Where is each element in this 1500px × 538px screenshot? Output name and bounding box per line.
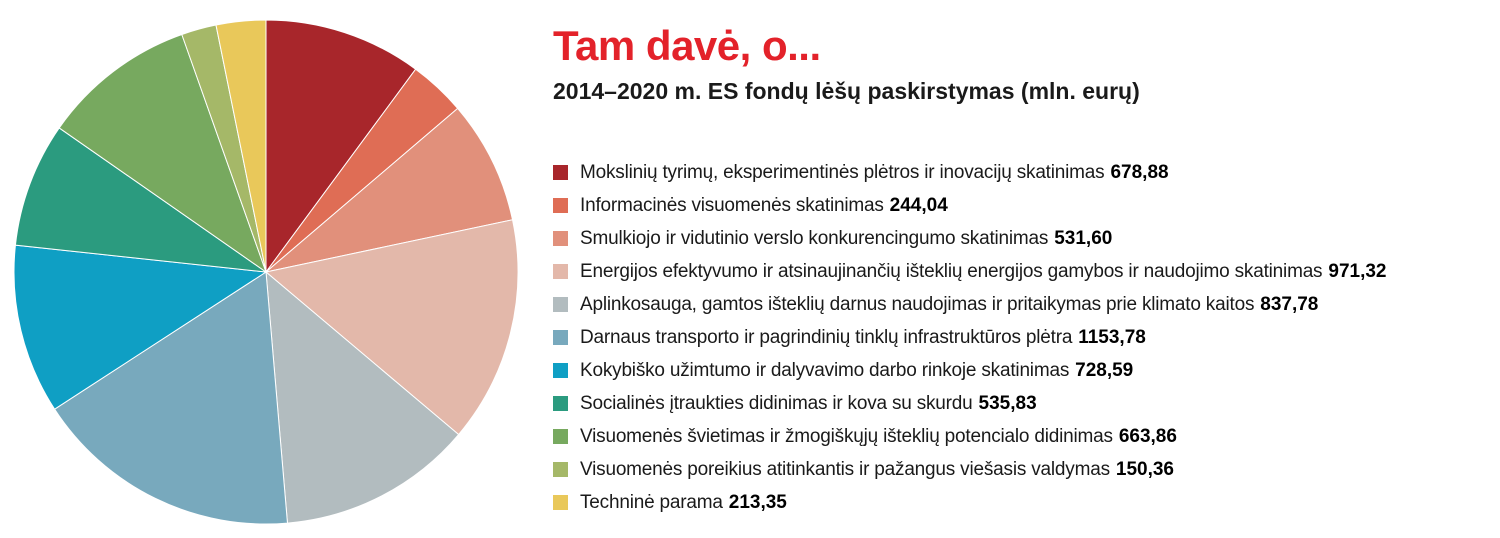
legend-label: Visuomenės poreikius atitinkantis ir paž… bbox=[580, 458, 1110, 480]
legend-swatch bbox=[553, 264, 568, 279]
legend-item: Socialinės įtraukties didinimas ir kova … bbox=[553, 387, 1387, 420]
legend-item: Visuomenės poreikius atitinkantis ir paž… bbox=[553, 453, 1387, 486]
legend-label: Energijos efektyvumo ir atsinaujinančių … bbox=[580, 260, 1323, 282]
legend-value: 535,83 bbox=[978, 392, 1037, 414]
pie-slice bbox=[58, 33, 267, 274]
legend-value: 531,60 bbox=[1054, 227, 1113, 249]
legend-value: 663,86 bbox=[1118, 425, 1177, 447]
legend-label: Informacinės visuomenės skatinimas bbox=[580, 194, 884, 216]
pie-slice bbox=[264, 219, 519, 436]
legend-value: 1153,78 bbox=[1078, 326, 1146, 348]
legend-value: 213,35 bbox=[728, 491, 787, 513]
pie-slice bbox=[265, 19, 417, 274]
legend-swatch bbox=[553, 363, 568, 378]
legend-swatch bbox=[553, 198, 568, 213]
legend-value: 678,88 bbox=[1110, 161, 1169, 183]
legend-swatch bbox=[553, 231, 568, 246]
legend-value: 728,59 bbox=[1075, 359, 1134, 381]
legend: Mokslinių tyrimų, eksperimentinės plėtro… bbox=[553, 156, 1387, 519]
legend-item: Darnaus transporto ir pagrindinių tinklų… bbox=[553, 321, 1387, 354]
legend-swatch bbox=[553, 396, 568, 411]
legend-item: Kokybiško užimtumo ir dalyvavimo darbo r… bbox=[553, 354, 1387, 387]
legend-item: Smulkiojo ir vidutinio verslo konkurenci… bbox=[553, 222, 1387, 255]
pie-slice bbox=[53, 271, 289, 525]
legend-swatch bbox=[553, 165, 568, 180]
legend-label: Darnaus transporto ir pagrindinių tinklų… bbox=[580, 326, 1073, 348]
legend-swatch bbox=[553, 462, 568, 477]
legend-label: Visuomenės švietimas ir žmogiškųjų ištek… bbox=[580, 425, 1113, 447]
legend-value: 150,36 bbox=[1115, 458, 1174, 480]
legend-item: Visuomenės švietimas ir žmogiškųjų ištek… bbox=[553, 420, 1387, 453]
pie-slice bbox=[215, 19, 267, 273]
legend-item: Mokslinių tyrimų, eksperimentinės plėtro… bbox=[553, 156, 1387, 189]
pie-slice bbox=[265, 107, 514, 273]
legend-value: 971,32 bbox=[1328, 260, 1387, 282]
chart-subtitle: 2014–2020 m. ES fondų lėšų paskirstymas … bbox=[553, 78, 1140, 104]
legend-value: 837,78 bbox=[1260, 293, 1319, 315]
pie-slice bbox=[13, 244, 268, 410]
legend-value: 244,04 bbox=[889, 194, 948, 216]
legend-item: Energijos efektyvumo ir atsinaujinančių … bbox=[553, 255, 1387, 288]
pie-slice bbox=[265, 270, 460, 524]
pie-chart bbox=[13, 19, 519, 525]
legend-item: Techninė parama 213,35 bbox=[553, 486, 1387, 519]
legend-label: Aplinkosauga, gamtos išteklių darnus nau… bbox=[580, 293, 1255, 315]
legend-label: Techninė parama bbox=[580, 491, 723, 513]
legend-swatch bbox=[553, 495, 568, 510]
legend-swatch bbox=[553, 330, 568, 345]
chart-title: Tam davė, o... bbox=[553, 22, 821, 69]
legend-item: Aplinkosauga, gamtos išteklių darnus nau… bbox=[553, 288, 1387, 321]
pie-slice bbox=[14, 127, 267, 273]
legend-item: Informacinės visuomenės skatinimas 244,04 bbox=[553, 189, 1387, 222]
legend-label: Smulkiojo ir vidutinio verslo konkurenci… bbox=[580, 227, 1049, 249]
legend-label: Kokybiško užimtumo ir dalyvavimo darbo r… bbox=[580, 359, 1070, 381]
legend-label: Socialinės įtraukties didinimas ir kova … bbox=[580, 392, 973, 414]
legend-swatch bbox=[553, 429, 568, 444]
legend-label: Mokslinių tyrimų, eksperimentinės plėtro… bbox=[580, 161, 1105, 183]
legend-swatch bbox=[553, 297, 568, 312]
